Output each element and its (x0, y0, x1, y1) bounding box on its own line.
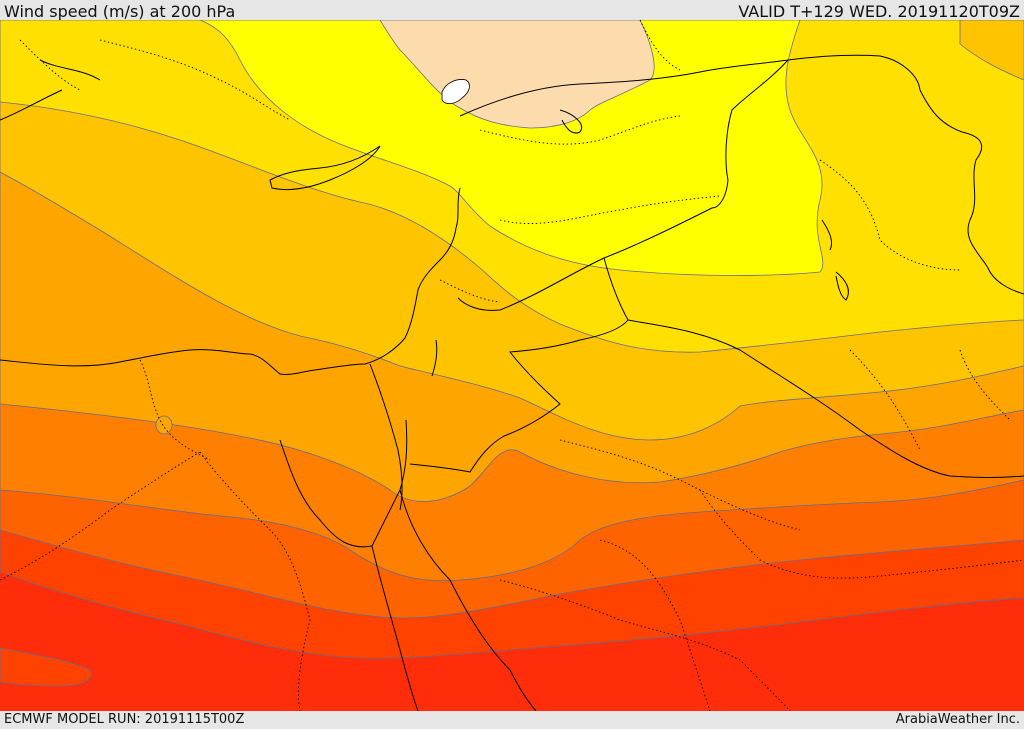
lake (441, 79, 470, 104)
isolated-contour (155, 415, 173, 435)
regional-borders (0, 20, 1024, 711)
map-title: Wind speed (m/s) at 200 hPa (4, 2, 236, 21)
footer-bar: ECMWF MODEL RUN: 20191115T00Z ArabiaWeat… (0, 711, 1024, 729)
band-lowest (379, 20, 655, 129)
coastlines (0, 59, 849, 711)
national-borders (369, 54, 1024, 511)
map-canvas (0, 20, 1024, 711)
weather-map[interactable] (0, 20, 1024, 711)
credit: ArabiaWeather Inc. (895, 712, 1020, 727)
valid-time: VALID T+129 WED. 20191120T09Z (738, 2, 1020, 21)
band-1 (199, 20, 824, 276)
header-bar: Wind speed (m/s) at 200 hPa VALID T+129 … (0, 0, 1024, 21)
model-run: ECMWF MODEL RUN: 20191115T00Z (4, 712, 245, 727)
sw-contour-blob (0, 647, 92, 687)
